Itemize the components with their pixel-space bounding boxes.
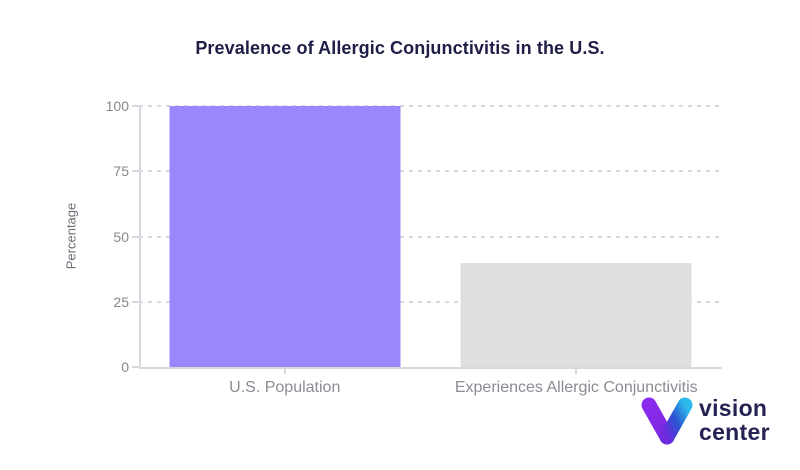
vision-center-wordmark: vision center xyxy=(699,396,770,444)
y-tick-label-50: 50 xyxy=(113,228,129,245)
y-tick-label-25: 25 xyxy=(113,293,129,310)
y-tick-label-75: 75 xyxy=(113,163,129,180)
category-label-1: Experiences Allergic Conjunctivitis xyxy=(454,379,698,396)
vision-center-logo: vision center xyxy=(638,393,798,455)
logo-word-center: center xyxy=(699,419,770,445)
gridline-25 xyxy=(139,300,722,303)
y-tick-label-100: 100 xyxy=(105,98,129,114)
y-tick-mark-0 xyxy=(132,366,139,368)
chart-title: Prevalence of Allergic Conjunctivitis in… xyxy=(195,38,605,58)
x-axis-line xyxy=(139,367,722,369)
gridline-75 xyxy=(139,170,722,173)
bar-1[interactable] xyxy=(460,262,692,367)
category-label-0: U.S. Population xyxy=(229,379,341,396)
x-tick-mark-0 xyxy=(283,367,286,374)
y-tick-mark-75 xyxy=(132,170,139,173)
vision-center-v-icon xyxy=(641,397,693,445)
plot-area: 0 25 50 75 100 U.S. Population Experiences All… xyxy=(106,99,722,396)
y-tick-mark-100 xyxy=(132,105,139,107)
gridline-50 xyxy=(139,235,722,238)
y-axis-title: Percentage xyxy=(63,202,79,270)
y-tick-mark-25 xyxy=(132,300,139,303)
y-tick-mark-50 xyxy=(132,235,139,238)
gridline-100 xyxy=(139,105,722,107)
x-tick-mark-1 xyxy=(575,367,578,374)
y-tick-label-0: 0 xyxy=(121,359,129,375)
logo-word-vision: vision xyxy=(699,395,768,421)
bar-0[interactable] xyxy=(169,106,401,367)
